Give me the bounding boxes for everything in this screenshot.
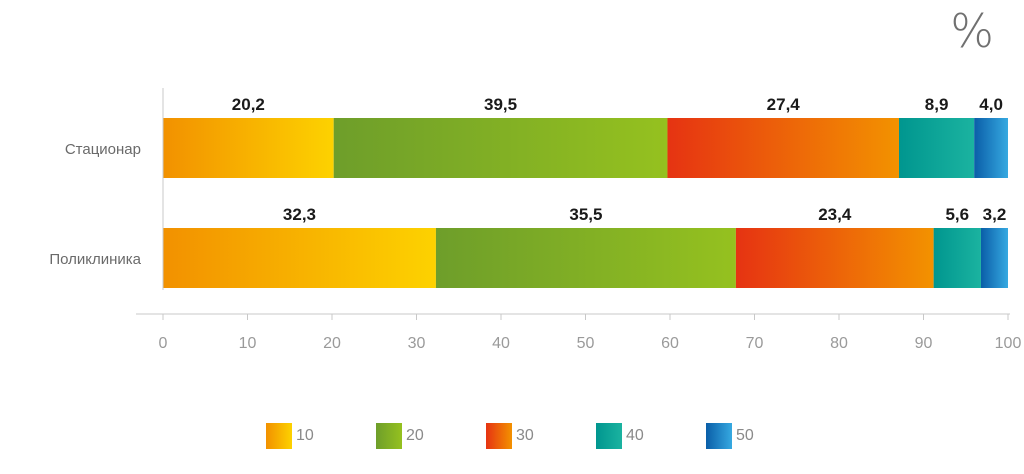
legend-label: 30 [516, 427, 534, 444]
bar-2-series-20 [435, 228, 736, 288]
legend-label: 20 [406, 427, 424, 444]
legend-item: 40 [596, 423, 706, 449]
data-label: 20,2 [232, 95, 265, 114]
legend-label: 40 [626, 427, 644, 444]
bar-2-series-30 [735, 228, 934, 288]
bar-2-series-50 [980, 228, 1008, 288]
data-label: 23,4 [818, 205, 852, 224]
legend-swatch [486, 423, 512, 449]
legend-item: 50 [706, 423, 816, 449]
x-tick-label: 30 [408, 335, 426, 352]
bar-2-series-40 [933, 228, 981, 288]
bar-1-series-20 [333, 118, 668, 178]
x-tick-label: 60 [661, 335, 679, 352]
category-label: Поликлиника [49, 251, 141, 268]
legend-swatch [706, 423, 732, 449]
legend-label: 10 [296, 427, 314, 444]
data-label: 3,2 [983, 205, 1007, 224]
data-label: 39,5 [484, 95, 517, 114]
bar-2-series-10 [163, 228, 436, 288]
bar-1-series-10 [163, 118, 334, 178]
x-tick-label: 40 [492, 335, 510, 352]
bar-1-series-30 [667, 118, 899, 178]
data-label: 8,9 [925, 95, 949, 114]
data-label: 4,0 [979, 95, 1003, 114]
legend-swatch [376, 423, 402, 449]
unit-label: % [950, 4, 994, 58]
data-label: 27,4 [767, 95, 801, 114]
bar-1-series-40 [898, 118, 975, 178]
legend-label: 50 [736, 427, 754, 444]
x-tick-label: 50 [577, 335, 595, 352]
x-tick-label: 80 [830, 335, 848, 352]
x-tick-label: 90 [915, 335, 933, 352]
data-label: 35,5 [569, 205, 602, 224]
x-tick-label: 10 [239, 335, 257, 352]
x-tick-label: 100 [995, 335, 1022, 352]
legend-item: 30 [486, 423, 596, 449]
legend-item: 20 [376, 423, 486, 449]
bar-1-series-50 [974, 118, 1008, 178]
legend-swatch [596, 423, 622, 449]
legend-item: 10 [266, 423, 376, 449]
category-label: Стационар [65, 141, 141, 158]
x-tick-label: 20 [323, 335, 341, 352]
legend: 10 20 30 40 50 [266, 423, 816, 449]
x-tick-label: 70 [746, 335, 764, 352]
data-label: 5,6 [945, 205, 969, 224]
data-label: 32,3 [283, 205, 316, 224]
x-tick-label: 0 [159, 335, 168, 352]
legend-swatch [266, 423, 292, 449]
